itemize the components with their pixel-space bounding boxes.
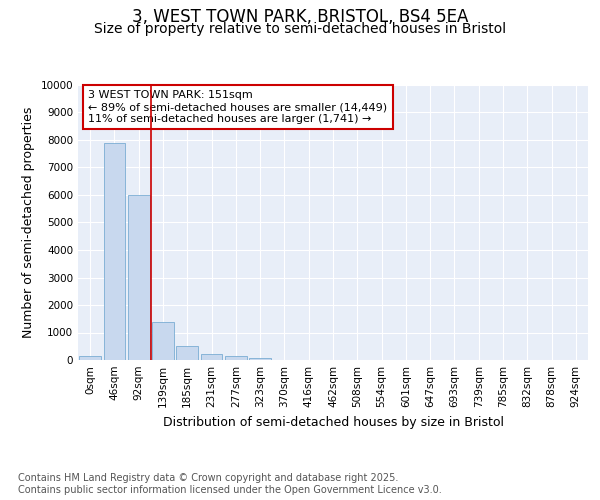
Text: Distribution of semi-detached houses by size in Bristol: Distribution of semi-detached houses by …	[163, 416, 503, 429]
Text: Size of property relative to semi-detached houses in Bristol: Size of property relative to semi-detach…	[94, 22, 506, 36]
Bar	[79, 356, 101, 360]
Text: Contains HM Land Registry data © Crown copyright and database right 2025.
Contai: Contains HM Land Registry data © Crown c…	[18, 474, 442, 495]
Bar	[152, 322, 174, 360]
Text: 3, WEST TOWN PARK, BRISTOL, BS4 5EA: 3, WEST TOWN PARK, BRISTOL, BS4 5EA	[132, 8, 468, 26]
Bar	[176, 346, 198, 360]
Text: 3 WEST TOWN PARK: 151sqm
← 89% of semi-detached houses are smaller (14,449)
11% : 3 WEST TOWN PARK: 151sqm ← 89% of semi-d…	[88, 90, 388, 124]
Bar	[104, 142, 125, 360]
Bar	[200, 354, 223, 360]
Bar	[128, 195, 149, 360]
Bar	[225, 356, 247, 360]
Y-axis label: Number of semi-detached properties: Number of semi-detached properties	[22, 107, 35, 338]
Bar	[249, 358, 271, 360]
